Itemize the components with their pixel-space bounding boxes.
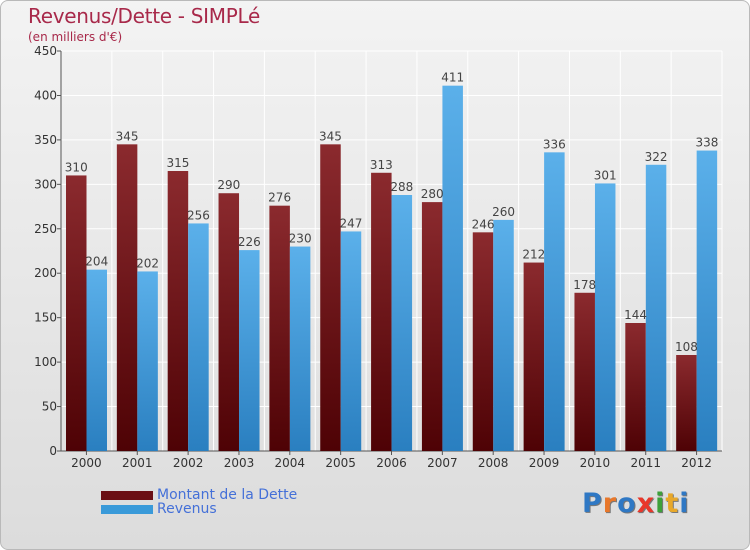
- data-label-revenus: 288: [390, 180, 413, 194]
- data-label-debt: 144: [624, 308, 647, 322]
- data-label-revenus: 338: [695, 136, 718, 150]
- data-label-debt: 345: [116, 129, 139, 143]
- chart-title: Revenus/Dette - SIMPLé: [28, 4, 260, 28]
- legend-item-revenus: Revenus: [101, 501, 217, 517]
- data-label-debt: 246: [472, 217, 495, 231]
- bar-revenus: [391, 195, 413, 451]
- bar-revenus: [289, 246, 311, 451]
- data-label-revenus: 301: [594, 168, 617, 182]
- y-tick-label: 100: [34, 355, 57, 369]
- data-label-debt: 315: [166, 156, 189, 170]
- data-label-debt: 212: [522, 248, 545, 262]
- x-tick-label: 2004: [275, 456, 306, 470]
- bar-debt: [167, 171, 189, 451]
- x-tick-label: 2006: [376, 456, 407, 470]
- bar-revenus: [493, 219, 514, 451]
- bar-debt: [66, 175, 87, 451]
- bar-debt: [574, 292, 595, 451]
- data-label-debt: 310: [65, 160, 88, 174]
- y-tick-label: 250: [34, 222, 57, 236]
- legend-swatch-revenus: [101, 504, 153, 514]
- y-tick-label: 300: [34, 177, 57, 191]
- bar-revenus: [188, 223, 209, 451]
- bars: [66, 85, 718, 452]
- x-tick-label: 2008: [478, 456, 509, 470]
- proxiti-logo: Proxiti: [582, 488, 690, 519]
- x-tick-label: 2003: [224, 456, 255, 470]
- data-label-revenus: 256: [187, 208, 210, 222]
- data-label-debt: 290: [217, 178, 240, 192]
- data-label-revenus: 202: [136, 256, 159, 270]
- bar-revenus: [239, 250, 260, 451]
- x-tick-label: 2001: [122, 456, 153, 470]
- data-label-revenus: 230: [289, 232, 312, 246]
- bar-debt: [472, 232, 494, 451]
- bar-revenus: [137, 271, 158, 451]
- bar-revenus: [696, 150, 718, 452]
- data-label-revenus: 336: [543, 137, 566, 151]
- y-tick-label: 150: [34, 311, 57, 325]
- bar-debt: [371, 172, 392, 451]
- legend-label-revenus: Revenus: [157, 501, 217, 517]
- data-label-revenus: 204: [85, 255, 108, 269]
- bar-revenus: [645, 164, 667, 451]
- bar-revenus: [442, 85, 463, 452]
- x-tick-label: 2011: [630, 456, 661, 470]
- bar-debt: [269, 205, 290, 451]
- data-label-debt: 108: [675, 340, 698, 354]
- y-tick-label: 350: [34, 133, 57, 147]
- bar-debt: [218, 193, 240, 451]
- data-label-debt: 276: [268, 191, 291, 205]
- bar-debt: [116, 144, 138, 452]
- bar-revenus: [86, 269, 107, 451]
- data-label-debt: 345: [319, 129, 342, 143]
- bar-debt: [625, 323, 646, 451]
- x-tick-label: 2002: [173, 456, 204, 470]
- y-tick-label: 450: [34, 44, 57, 58]
- x-tick-label: 2005: [325, 456, 356, 470]
- legend-item-debt: Montant de la Dette: [101, 487, 297, 503]
- bar-revenus: [340, 231, 362, 451]
- data-label-debt: 280: [421, 187, 444, 201]
- x-tick-label: 2007: [427, 456, 458, 470]
- bar-debt: [320, 144, 341, 452]
- bar-debt: [676, 355, 697, 451]
- y-tick-label: 50: [42, 400, 57, 414]
- bar-revenus: [544, 152, 565, 452]
- y-tick-label: 200: [34, 266, 57, 280]
- legend-label-debt: Montant de la Dette: [157, 487, 298, 503]
- x-tick-label: 2000: [71, 456, 102, 470]
- bar-revenus: [594, 183, 616, 451]
- bar-debt: [421, 202, 443, 451]
- y-tick-label: 0: [49, 444, 57, 458]
- labels: 0 50 100 150 200 250 300 350 400 450 2000 310 204 200…: [34, 44, 718, 470]
- data-label-debt: 178: [573, 278, 596, 292]
- data-label-revenus: 411: [441, 71, 464, 85]
- x-tick-label: 2012: [681, 456, 712, 470]
- data-label-revenus: 247: [340, 216, 363, 230]
- data-label-revenus: 322: [645, 150, 668, 164]
- chart-subtitle: (en milliers d'€): [28, 30, 123, 44]
- bar-debt: [523, 262, 545, 451]
- y-tick-label: 400: [34, 88, 57, 102]
- legend-swatch-debt: [101, 490, 153, 500]
- data-label-revenus: 226: [238, 235, 261, 249]
- x-tick-label: 2009: [529, 456, 560, 470]
- data-label-revenus: 260: [492, 205, 515, 219]
- data-label-debt: 313: [370, 158, 393, 172]
- x-tick-label: 2010: [580, 456, 611, 470]
